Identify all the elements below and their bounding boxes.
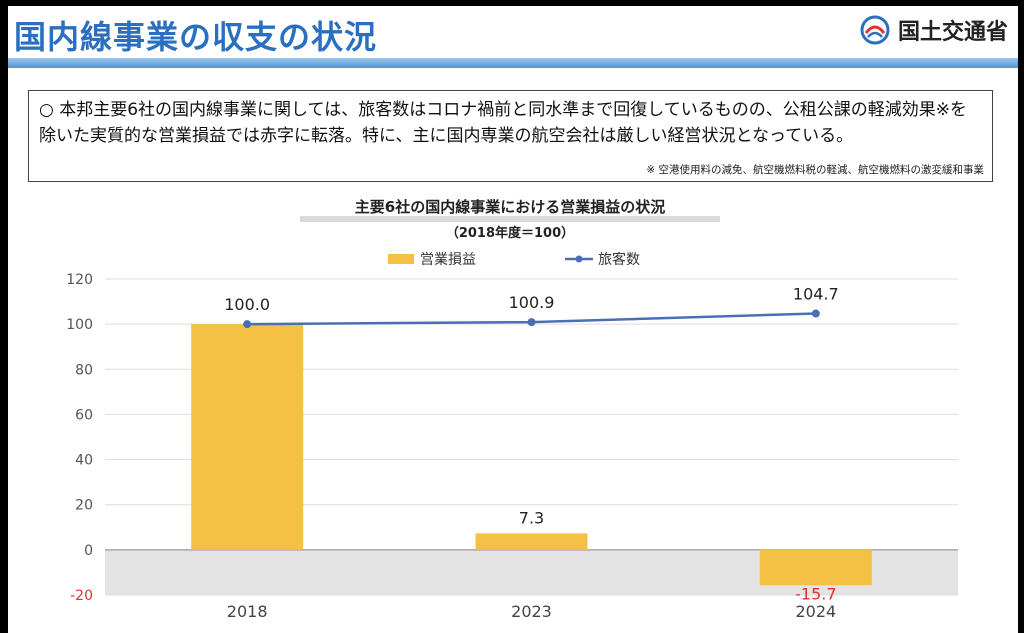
legend-label-passengers: 旅客数	[598, 251, 640, 268]
chart-subtitle: （2018年度＝100）	[446, 225, 574, 241]
summary-box: ○ 本邦主要6社の国内線事業に関しては、旅客数はコロナ禍前と同水準まで回復してい…	[28, 90, 993, 182]
plot-area: -20 0 20 40 60 80 100 120 7.3 -15.7 100.0 100.9 104.…	[66, 272, 958, 621]
x-tick-label: 2024	[795, 602, 836, 621]
y-tick-label: 40	[75, 453, 93, 469]
bar-2023	[475, 533, 588, 550]
chart-legend: 営業損益 旅客数	[388, 251, 640, 268]
y-tick-label: 100	[66, 317, 93, 333]
summary-text: ○ 本邦主要6社の国内線事業に関しては、旅客数はコロナ禍前と同水準まで回復してい…	[39, 100, 967, 146]
passenger-point	[243, 320, 252, 329]
bar-2024	[759, 549, 872, 586]
x-tick-label: 2023	[511, 602, 552, 621]
slide-title: 国内線事業の収支の状況	[14, 18, 378, 56]
header-band	[8, 58, 1018, 68]
y-tick-label: 20	[75, 498, 93, 514]
y-tick-label: 80	[75, 362, 93, 378]
left-border	[0, 0, 8, 633]
chart-title: 主要6社の国内線事業における営業損益の状況	[355, 198, 665, 216]
right-border	[1018, 0, 1024, 633]
passenger-value-label: 100.0	[224, 295, 270, 314]
legend-swatch-operating-profit	[388, 254, 414, 264]
chart-title-group: 主要6社の国内線事業における営業損益の状況 （2018年度＝100）	[300, 198, 720, 241]
y-tick-label: 120	[66, 272, 93, 288]
title-underline	[300, 216, 720, 222]
y-tick-label: 0	[84, 543, 93, 559]
ministry-logo: 国土交通省	[860, 14, 1008, 46]
passenger-value-label: 100.9	[509, 293, 555, 312]
operating-profit-chart: 主要6社の国内線事業における営業損益の状況 （2018年度＝100） 営業損益 旅…	[66, 198, 958, 621]
passenger-point	[811, 309, 820, 318]
logo-text: 国土交通省	[897, 20, 1008, 45]
legend-label-operating-profit: 営業損益	[420, 252, 476, 268]
passenger-point	[527, 318, 536, 327]
x-tick-label: 2018	[227, 602, 268, 621]
passenger-value-label: 104.7	[793, 285, 839, 304]
y-tick-label: -20	[70, 588, 93, 604]
bar-value-label: 7.3	[519, 508, 544, 527]
summary-note: ※ 空港使用料の減免、航空機燃料税の軽減、航空機燃料の激変緩和事業	[646, 164, 984, 176]
legend-marker-passengers	[575, 255, 583, 263]
top-border	[0, 0, 1024, 6]
bar-2018	[191, 324, 304, 550]
mlit-logo-icon	[860, 15, 890, 45]
slide-header: 国内線事業の収支の状況 国土交通省	[8, 6, 1018, 64]
y-tick-label: 60	[75, 407, 93, 423]
bar-value-label: -15.7	[795, 584, 836, 603]
